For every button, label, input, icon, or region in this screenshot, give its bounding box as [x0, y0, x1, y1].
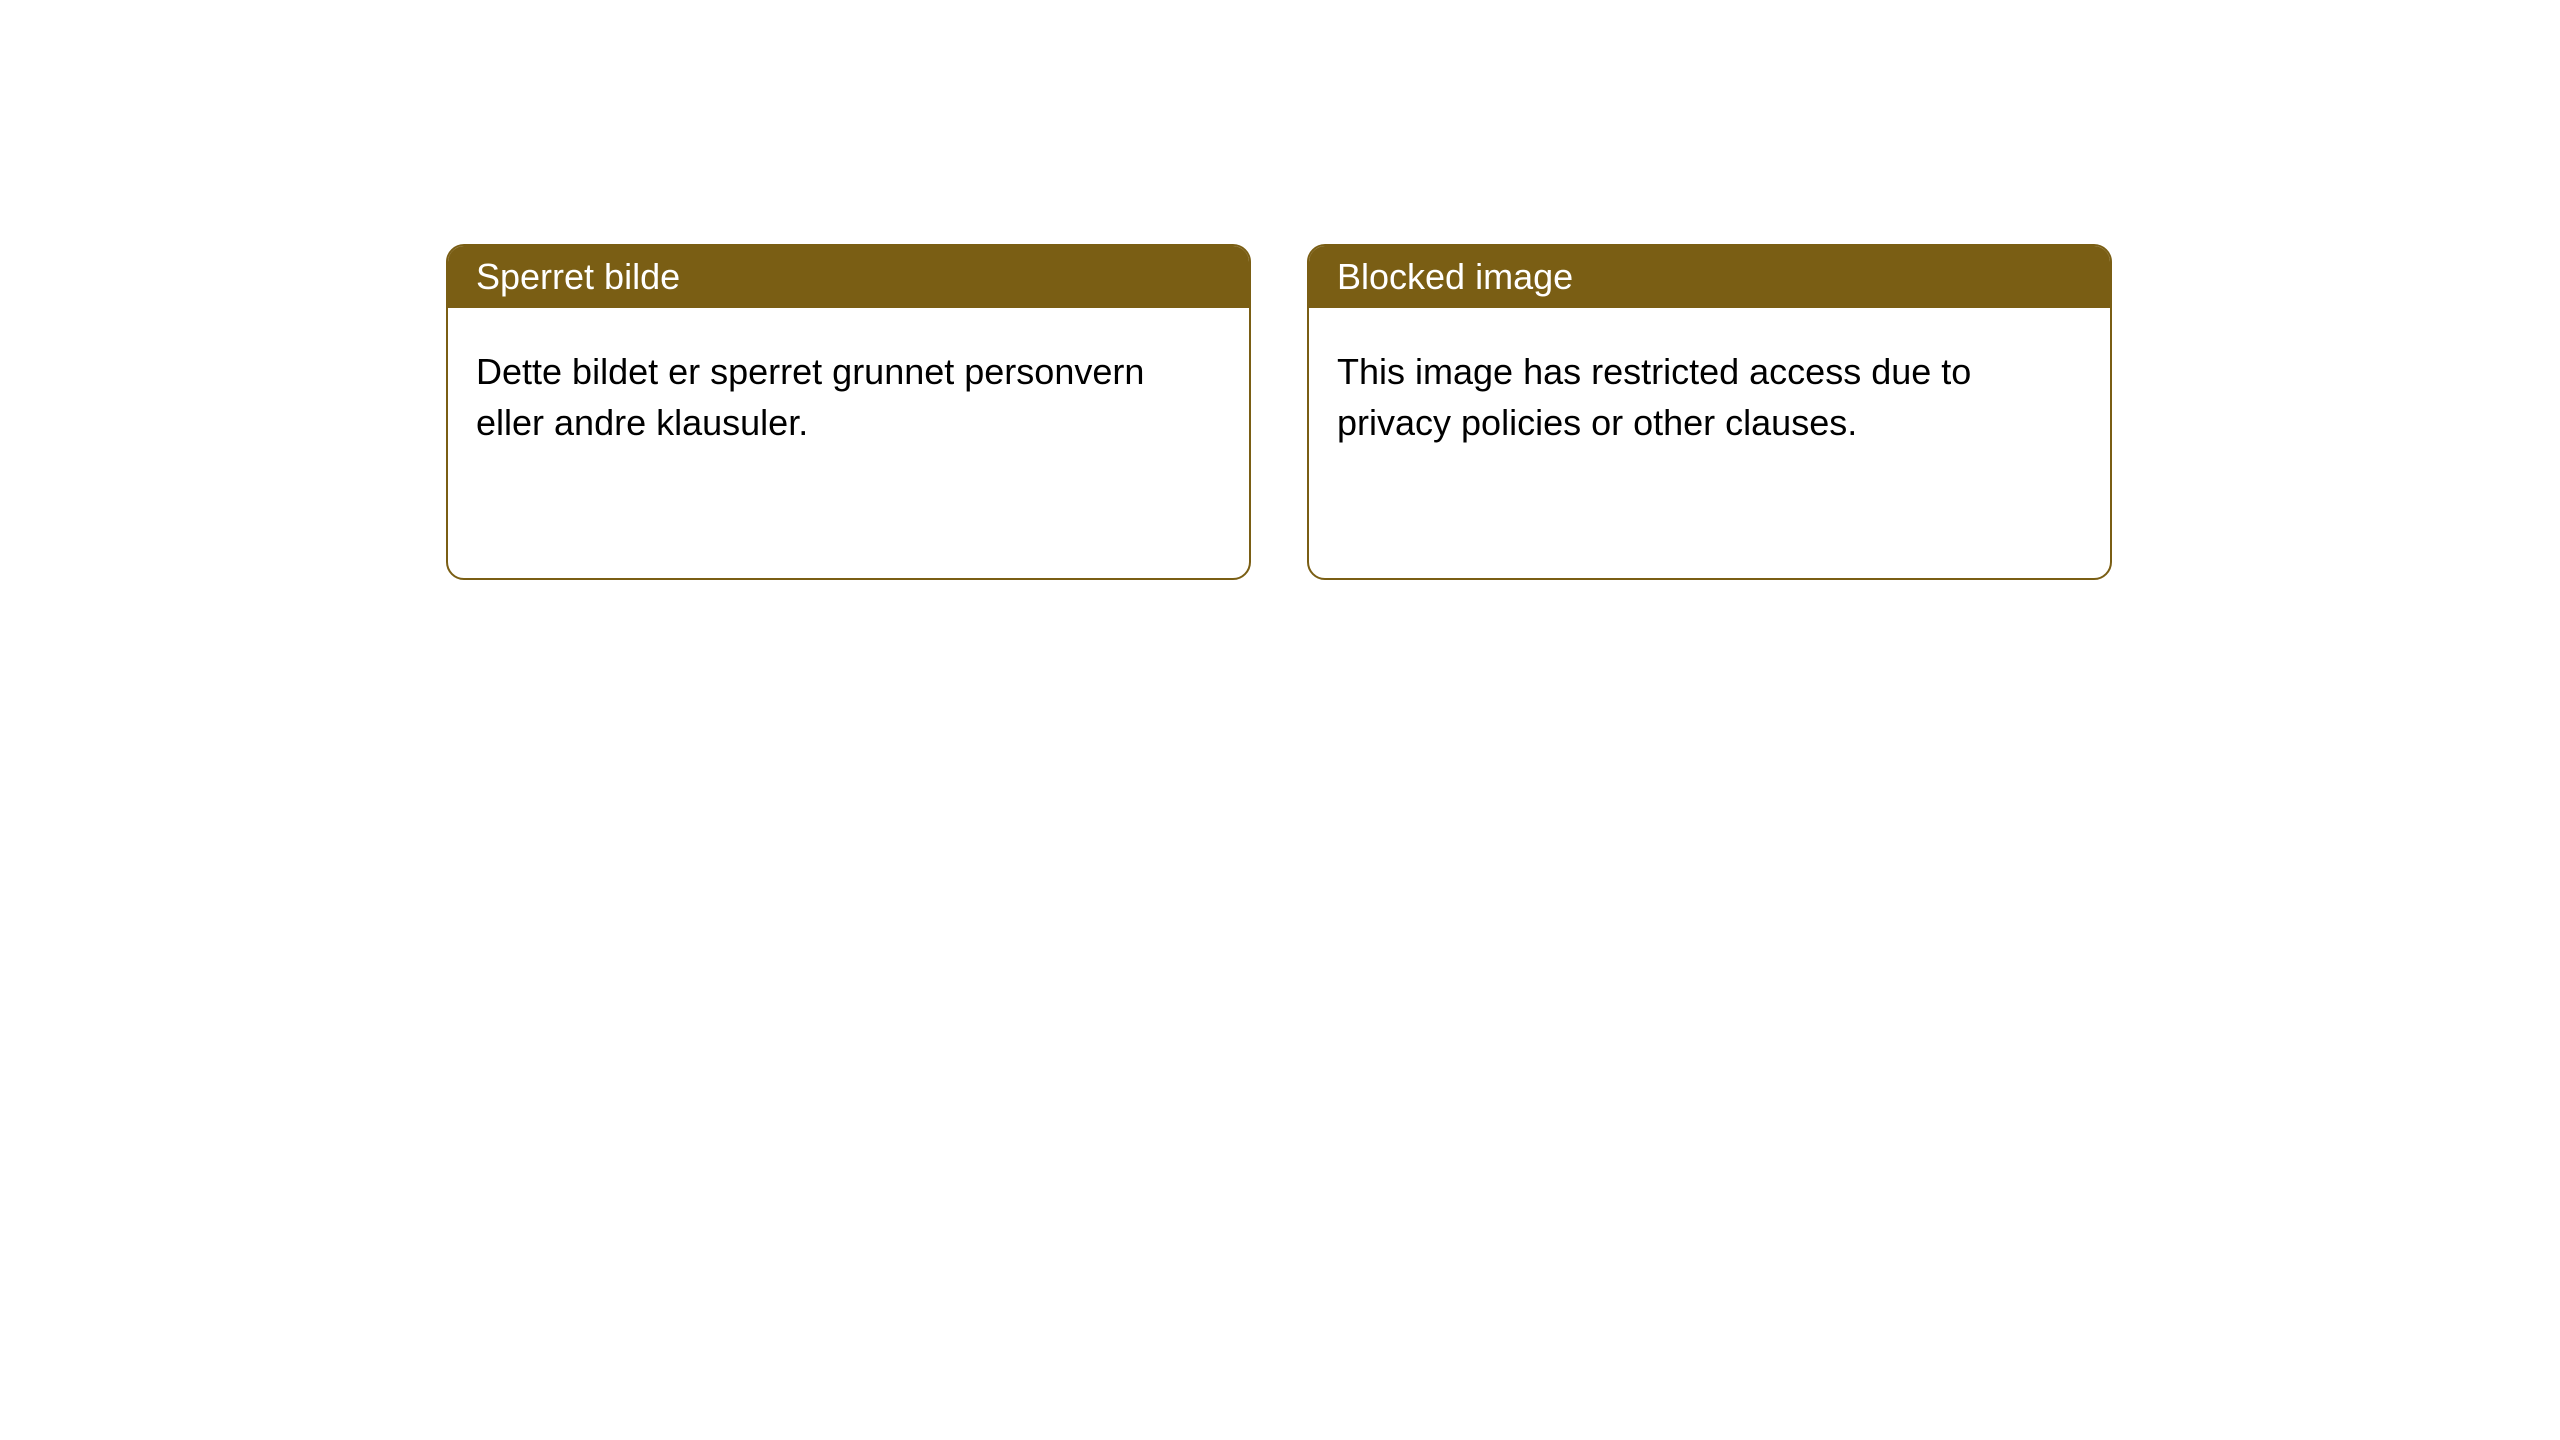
notice-box-english: Blocked image This image has restricted … — [1307, 244, 2112, 580]
notice-body-text: This image has restricted access due to … — [1337, 351, 1971, 443]
notice-body: This image has restricted access due to … — [1309, 308, 2110, 486]
notice-header: Sperret bilde — [448, 246, 1249, 308]
notice-body: Dette bildet er sperret grunnet personve… — [448, 308, 1249, 486]
notice-title: Sperret bilde — [476, 256, 680, 297]
notice-title: Blocked image — [1337, 256, 1573, 297]
notice-container: Sperret bilde Dette bildet er sperret gr… — [0, 0, 2560, 580]
notice-header: Blocked image — [1309, 246, 2110, 308]
notice-body-text: Dette bildet er sperret grunnet personve… — [476, 351, 1144, 443]
notice-box-norwegian: Sperret bilde Dette bildet er sperret gr… — [446, 244, 1251, 580]
